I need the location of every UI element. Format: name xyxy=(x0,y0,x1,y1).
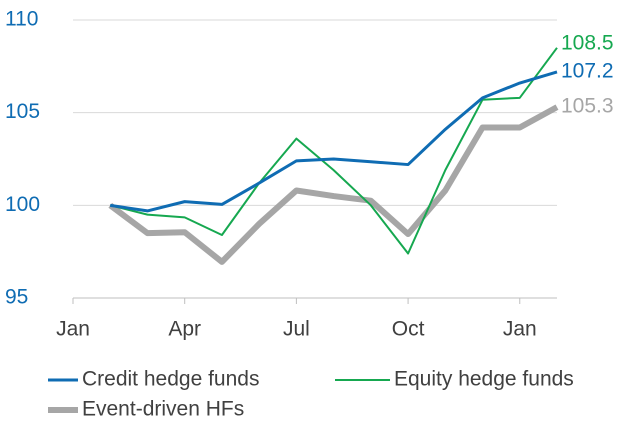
x-tick-label: Jan xyxy=(56,318,90,341)
series-line xyxy=(108,104,559,265)
end-label: 107.2 xyxy=(561,59,614,82)
x-tick-label: Apr xyxy=(168,318,201,341)
x-tick-label: Oct xyxy=(392,318,425,341)
y-tick-label: 95 xyxy=(5,286,28,309)
y-tick-label: 110 xyxy=(5,8,38,31)
series-line xyxy=(110,70,558,213)
y-tick-label: 105 xyxy=(5,100,40,123)
x-tick-label: Jul xyxy=(283,318,310,341)
end-label: 105.3 xyxy=(561,95,614,118)
legend-label: Equity hedge funds xyxy=(394,368,574,391)
x-tick-label: Jan xyxy=(503,318,537,341)
legend-label: Event-driven HFs xyxy=(82,398,244,421)
y-tick-label: 100 xyxy=(5,193,40,216)
legend-label: Credit hedge funds xyxy=(82,368,259,391)
series-line xyxy=(109,47,558,255)
end-label: 108.5 xyxy=(561,31,614,54)
